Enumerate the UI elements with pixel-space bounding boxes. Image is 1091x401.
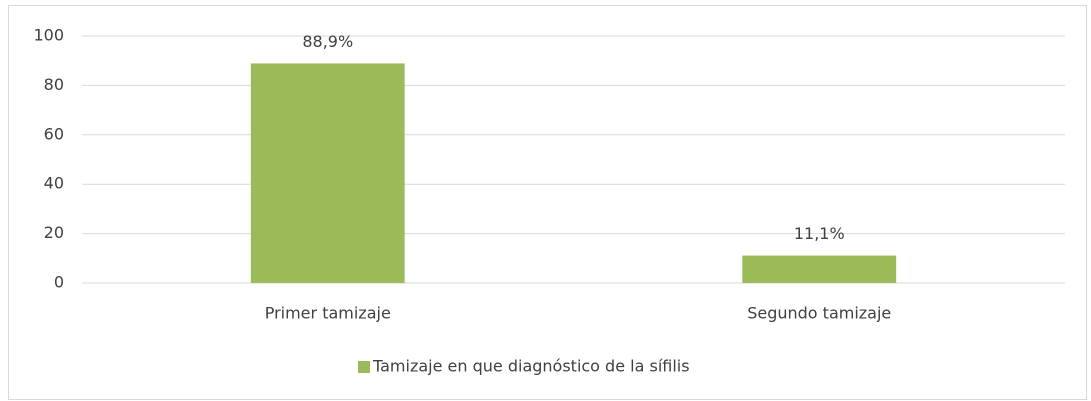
bar xyxy=(742,255,897,283)
x-tick-label: Primer tamizaje xyxy=(265,304,391,323)
y-tick-label: 20 xyxy=(44,223,64,242)
y-tick-label: 0 xyxy=(54,273,64,292)
bar xyxy=(250,63,405,284)
legend-label: Tamizaje en que diagnóstico de la sífili… xyxy=(372,357,690,376)
data-label: 11,1% xyxy=(794,224,845,243)
y-tick-label: 80 xyxy=(44,75,64,94)
chart-border xyxy=(8,5,1087,400)
y-tick-label: 40 xyxy=(44,174,64,193)
y-tick-label: 100 xyxy=(33,26,64,45)
y-tick-label: 60 xyxy=(44,124,64,143)
legend-swatch xyxy=(358,361,370,373)
x-tick-label: Segundo tamizaje xyxy=(747,304,891,323)
data-label: 88,9% xyxy=(302,32,353,51)
